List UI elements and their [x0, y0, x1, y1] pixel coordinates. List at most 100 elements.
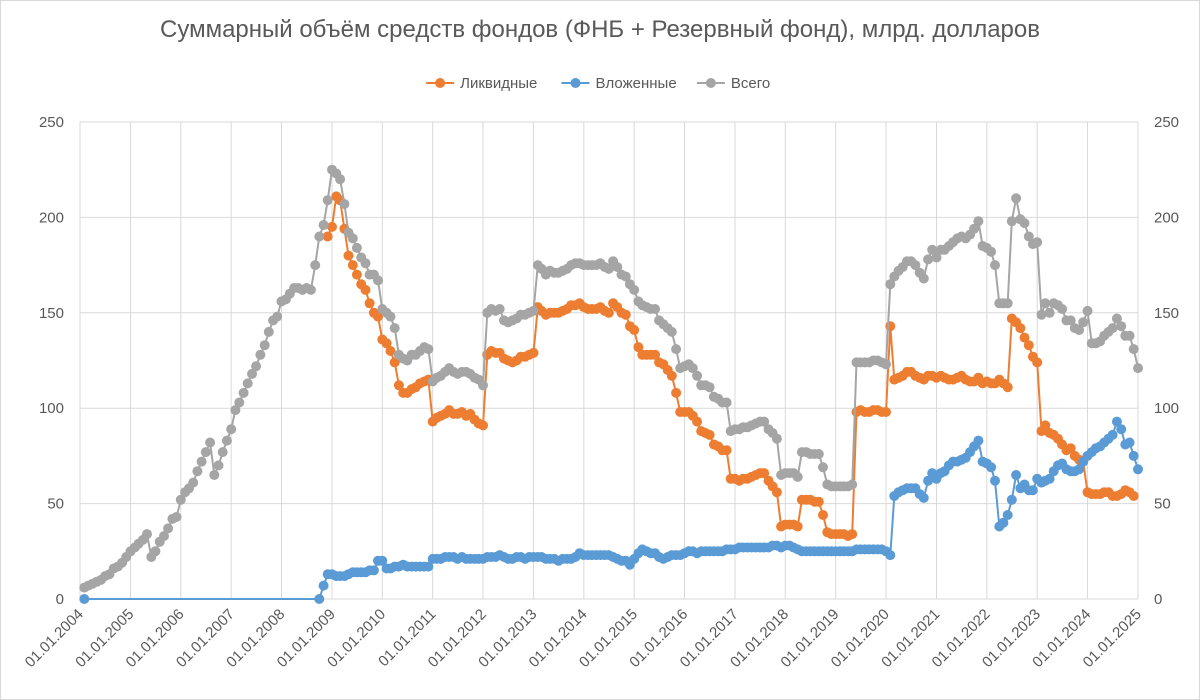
data-point [217, 447, 228, 458]
data-point [188, 477, 199, 488]
data-point [687, 363, 698, 374]
data-point [721, 397, 732, 408]
data-point [633, 342, 644, 353]
data-point [1074, 464, 1085, 475]
data-point [478, 420, 488, 431]
series-line [84, 419, 1139, 600]
data-point [1002, 298, 1013, 309]
data-point [310, 260, 321, 271]
data-point [885, 321, 896, 332]
data-point [213, 460, 224, 471]
data-point [385, 346, 396, 356]
data-point [813, 496, 824, 507]
y-tick-label-right: 200 [1154, 209, 1179, 226]
data-point [671, 387, 682, 398]
data-point [1006, 216, 1017, 227]
data-point [1111, 313, 1122, 324]
data-point [721, 445, 732, 456]
legend-item: Вложенные [561, 75, 677, 92]
data-point [1040, 420, 1051, 431]
data-point [759, 416, 770, 427]
legend-item: Ликвидные [426, 75, 537, 92]
data-point [692, 370, 703, 381]
data-point [1006, 494, 1017, 505]
data-point [1082, 305, 1093, 316]
data-point [175, 494, 186, 505]
y-tick-label-right: 0 [1154, 591, 1162, 608]
data-point [918, 492, 929, 503]
y-axis-right: 0 50 100 150 200 250 [1154, 114, 1179, 608]
data-point [221, 435, 232, 446]
y-tick-label-left: 250 [39, 114, 64, 131]
data-point [351, 269, 362, 280]
data-point [192, 466, 203, 477]
data-point [377, 555, 388, 566]
data-point [1023, 231, 1034, 242]
legend-label: Вложенные [596, 75, 677, 92]
data-point [393, 380, 404, 391]
series-3 [79, 164, 1143, 593]
data-point [1116, 321, 1127, 332]
data-point [671, 344, 682, 355]
data-point [704, 382, 715, 393]
data-point [629, 284, 640, 295]
data-point [910, 260, 921, 271]
data-point [255, 349, 266, 360]
series-1 [322, 191, 1139, 541]
data-point [792, 471, 803, 482]
data-point [620, 309, 631, 320]
data-point [360, 284, 371, 295]
data-point [385, 311, 396, 322]
data-point [322, 195, 333, 206]
y-tick-label-left: 150 [39, 305, 64, 322]
data-point [923, 254, 934, 265]
data-point [998, 517, 1009, 528]
data-point [629, 325, 640, 335]
data-point [389, 323, 400, 334]
data-point [771, 487, 782, 498]
data-point [339, 199, 350, 209]
data-point [990, 260, 1000, 271]
data-point [528, 305, 539, 316]
data-point [1116, 424, 1127, 435]
data-point [847, 479, 858, 490]
data-point [1044, 473, 1055, 484]
y-tick-label-left: 50 [47, 496, 64, 513]
data-point [327, 221, 337, 232]
data-point [650, 349, 660, 360]
data-point [1078, 317, 1089, 328]
data-point [1065, 443, 1076, 454]
data-point [918, 273, 929, 284]
data-point [1107, 323, 1118, 334]
y-tick-label-left: 0 [56, 591, 64, 608]
data-point [1057, 304, 1068, 314]
data-point [1128, 344, 1139, 355]
data-point [1111, 416, 1122, 427]
data-point [885, 550, 896, 561]
data-point [1133, 464, 1143, 475]
data-point [347, 260, 358, 271]
legend-marker [435, 78, 446, 88]
data-point [927, 244, 938, 255]
data-point [1011, 193, 1022, 204]
y-tick-label-left: 200 [39, 209, 64, 226]
data-point [666, 326, 677, 337]
data-point [272, 311, 283, 322]
data-point [1074, 325, 1085, 335]
data-point [389, 357, 400, 368]
data-point [360, 258, 371, 269]
data-point [612, 262, 623, 272]
data-point [381, 338, 392, 349]
data-point [1040, 298, 1051, 309]
gridlines [79, 121, 1139, 600]
data-point [494, 304, 505, 314]
data-point [163, 523, 174, 534]
data-point [1032, 237, 1043, 248]
data-point [209, 470, 220, 480]
data-point [1015, 323, 1026, 334]
data-point [666, 370, 677, 381]
data-point [986, 462, 997, 473]
legend-label: Ликвидные [460, 75, 537, 92]
data-point [1011, 470, 1022, 480]
chart-title: Суммарный объём средств фондов (ФНБ + Ре… [160, 16, 1040, 43]
